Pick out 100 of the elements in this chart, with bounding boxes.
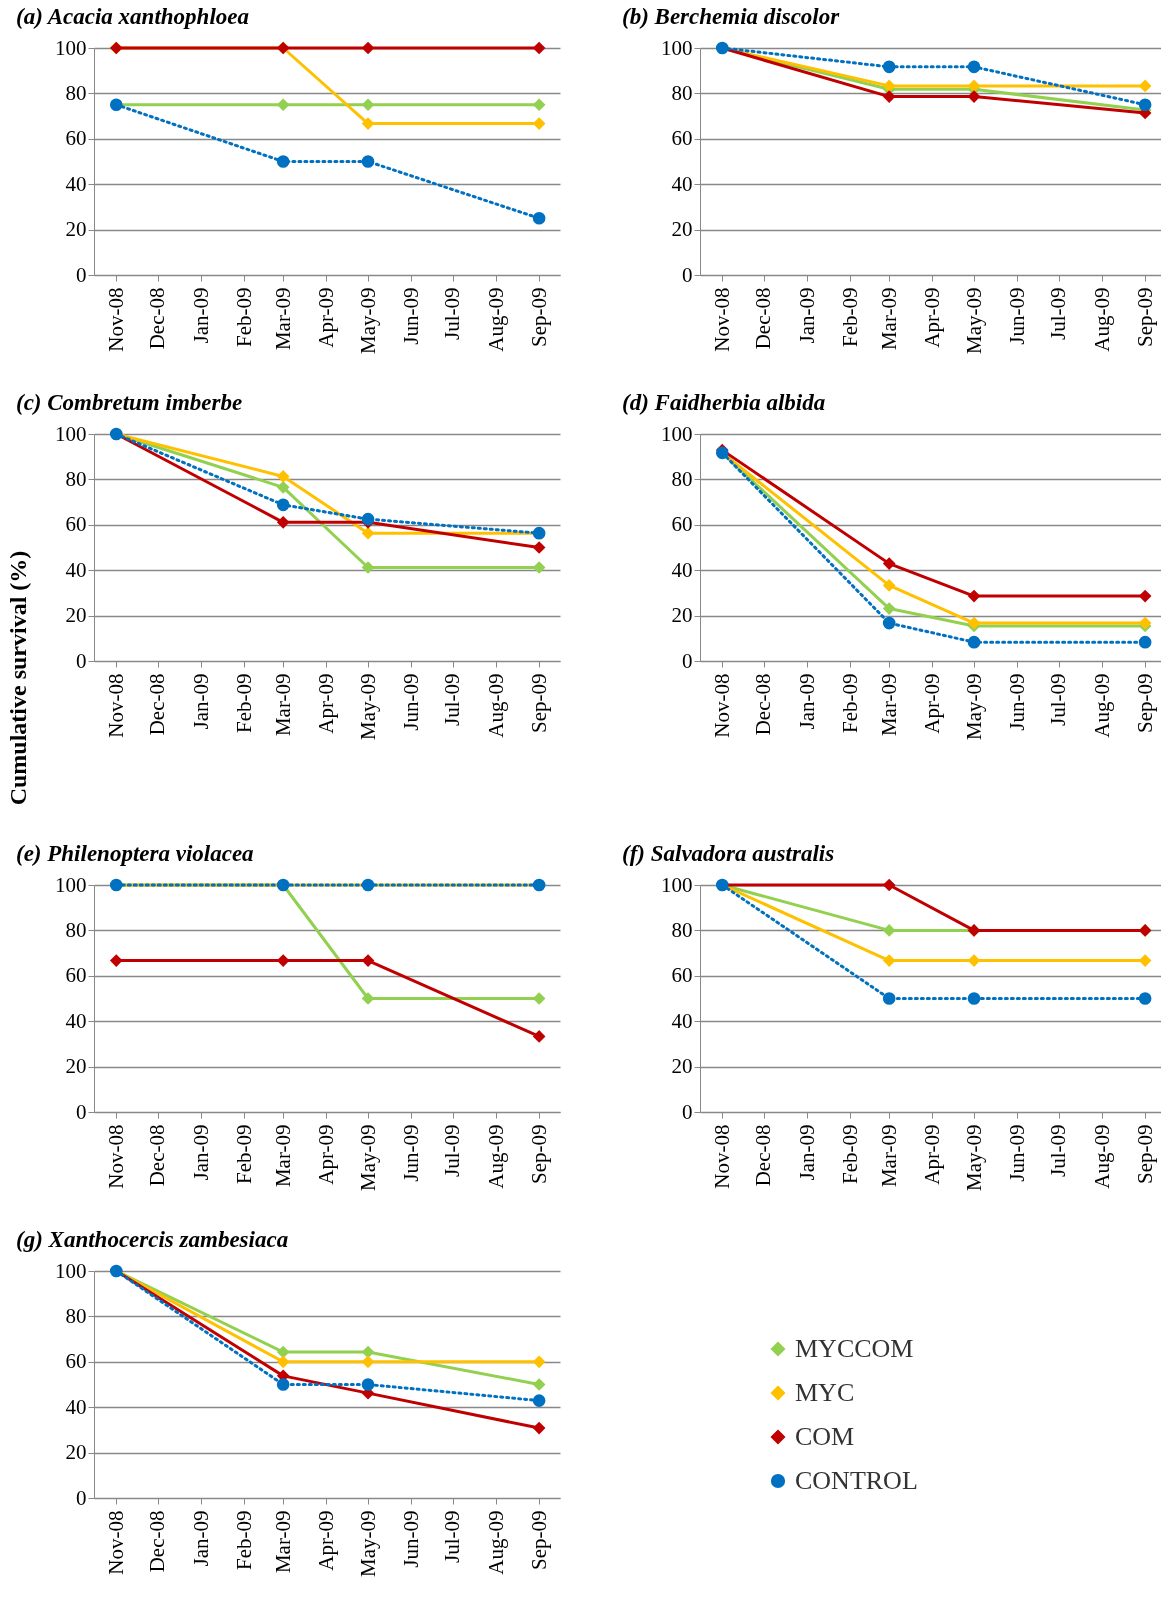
x-tick-label: Jul-09 — [440, 287, 465, 340]
y-tick-label: 40 — [671, 1008, 693, 1033]
y-tick-label: 0 — [76, 262, 87, 287]
x-tick-label: Apr-09 — [313, 1124, 338, 1185]
x-tick-label: Sep-09 — [526, 287, 551, 347]
x-tick-label: Apr-09 — [313, 673, 338, 734]
x-tick-label: Jul-09 — [440, 1124, 465, 1177]
legend-label: CONTROL — [795, 1466, 918, 1495]
x-tick-label: May-09 — [355, 1124, 380, 1191]
x-tick-label: Mar-09 — [270, 1124, 295, 1188]
y-tick-label: 0 — [76, 648, 87, 673]
x-tick-label: May-09 — [355, 1510, 380, 1577]
x-tick-label: Dec-08 — [145, 1124, 170, 1187]
x-tick-label: Jun-09 — [398, 673, 423, 731]
x-tick-label: Mar-09 — [270, 287, 295, 351]
y-tick-label: 20 — [671, 217, 693, 242]
x-tick-label: Feb-09 — [231, 673, 256, 733]
x-tick-label: Feb-09 — [231, 287, 256, 347]
x-tick-label: Dec-08 — [751, 287, 776, 350]
chart-title: (c) Combretum imberbe — [16, 390, 243, 415]
y-tick-label: 80 — [65, 466, 87, 491]
x-tick-label: Feb-09 — [837, 673, 862, 733]
x-tick-label: Jun-09 — [1004, 673, 1029, 731]
y-tick-label: 20 — [65, 217, 87, 242]
x-tick-label: Nov-08 — [103, 1510, 128, 1575]
x-tick-label: Aug-09 — [483, 1124, 508, 1189]
y-tick-label: 60 — [671, 963, 693, 988]
x-tick-label: Jul-09 — [440, 1510, 465, 1563]
y-tick-label: 100 — [55, 872, 87, 897]
y-tick-label: 20 — [65, 1054, 87, 1079]
y-tick-label: 100 — [55, 421, 87, 446]
x-tick-label: Jun-09 — [1004, 287, 1029, 345]
x-tick-label: Sep-09 — [526, 1510, 551, 1570]
x-tick-label: Dec-08 — [751, 673, 776, 736]
y-tick-label: 100 — [55, 35, 87, 60]
x-tick-label: Dec-08 — [751, 1124, 776, 1187]
y-tick-label: 40 — [65, 171, 87, 196]
x-tick-label: Jan-09 — [188, 1510, 213, 1567]
legend-label: MYC — [795, 1378, 855, 1407]
x-tick-label: Nov-08 — [709, 673, 734, 738]
y-tick-label: 40 — [671, 557, 693, 582]
legend-label: COM — [795, 1422, 855, 1451]
x-tick-label: Jan-09 — [188, 1124, 213, 1181]
x-tick-label: Nov-08 — [103, 1124, 128, 1189]
y-tick-label: 60 — [65, 126, 87, 151]
x-tick-label: Jan-09 — [188, 287, 213, 344]
y-tick-label: 60 — [65, 963, 87, 988]
x-tick-label: Feb-09 — [231, 1510, 256, 1570]
x-tick-label: Jan-09 — [794, 287, 819, 344]
y-tick-label: 80 — [65, 917, 87, 942]
x-tick-label: Apr-09 — [919, 287, 944, 348]
x-tick-label: Feb-09 — [231, 1124, 256, 1184]
y-tick-label: 20 — [671, 1054, 693, 1079]
y-tick-label: 100 — [661, 872, 693, 897]
x-tick-label: Aug-09 — [483, 673, 508, 738]
y-tick-label: 80 — [671, 80, 693, 105]
y-tick-label: 40 — [671, 171, 693, 196]
x-tick-label: Apr-09 — [919, 673, 944, 734]
y-tick-label: 80 — [65, 80, 87, 105]
x-tick-label: May-09 — [961, 287, 986, 354]
x-tick-label: Mar-09 — [876, 673, 901, 737]
x-tick-label: Jul-09 — [440, 673, 465, 726]
y-tick-label: 20 — [671, 603, 693, 628]
x-tick-label: Mar-09 — [876, 287, 901, 351]
x-tick-label: Dec-08 — [145, 673, 170, 736]
x-tick-label: Dec-08 — [145, 1510, 170, 1573]
x-tick-label: Sep-09 — [1132, 287, 1157, 347]
x-tick-label: Jun-09 — [398, 1510, 423, 1568]
x-tick-label: Feb-09 — [837, 1124, 862, 1184]
x-tick-label: Sep-09 — [526, 673, 551, 733]
y-tick-label: 40 — [65, 1008, 87, 1033]
y-tick-label: 0 — [682, 1099, 693, 1124]
x-tick-label: Nov-08 — [709, 287, 734, 352]
y-tick-label: 40 — [65, 1394, 87, 1419]
x-tick-label: Mar-09 — [270, 673, 295, 737]
y-tick-label: 80 — [671, 466, 693, 491]
y-tick-label: 60 — [65, 512, 87, 537]
x-tick-label: Apr-09 — [313, 1510, 338, 1571]
y-tick-label: 100 — [661, 421, 693, 446]
x-tick-label: Mar-09 — [876, 1124, 901, 1188]
x-tick-label: Aug-09 — [1089, 287, 1114, 352]
x-tick-label: Jun-09 — [1004, 1124, 1029, 1182]
x-tick-label: Apr-09 — [313, 287, 338, 348]
x-tick-label: Nov-08 — [103, 673, 128, 738]
y-tick-label: 60 — [65, 1349, 87, 1374]
x-tick-label: Jan-09 — [794, 673, 819, 730]
x-tick-label: Jun-09 — [398, 1124, 423, 1182]
chart-title: (b) Berchemia discolor — [622, 4, 841, 29]
y-tick-label: 0 — [76, 1485, 87, 1510]
x-tick-label: Sep-09 — [1132, 1124, 1157, 1184]
y-tick-label: 0 — [76, 1099, 87, 1124]
y-tick-label: 60 — [671, 126, 693, 151]
x-tick-label: May-09 — [355, 673, 380, 740]
legend-label: MYCCOM — [795, 1334, 914, 1363]
chart-title: (g) Xanthocercis zambesiaca — [16, 1227, 289, 1252]
y-tick-label: 60 — [671, 512, 693, 537]
x-tick-label: Jul-09 — [1046, 1124, 1071, 1177]
x-tick-label: May-09 — [961, 1124, 986, 1191]
x-tick-label: Dec-08 — [145, 287, 170, 350]
x-tick-label: Sep-09 — [526, 1124, 551, 1184]
